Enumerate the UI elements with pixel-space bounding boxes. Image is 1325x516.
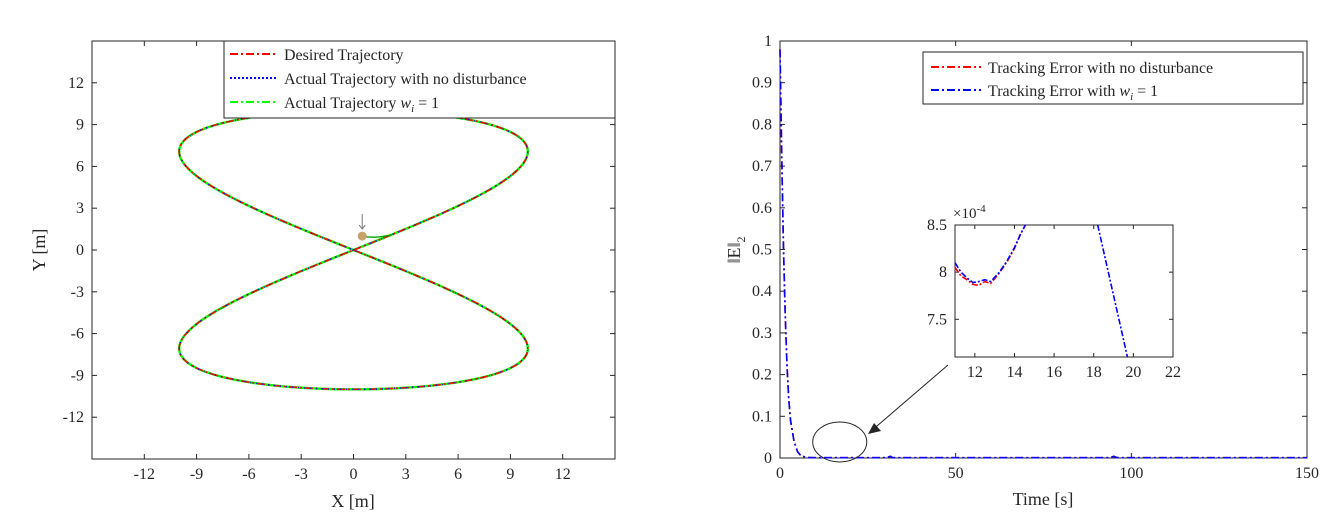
x-axis-label: X [m] (331, 491, 375, 511)
legend-math: w (400, 95, 411, 112)
trajectory-curves (177, 109, 530, 391)
legend-box (223, 40, 616, 119)
x-tick-label: 6 (454, 466, 462, 483)
zoom-ellipse (812, 421, 868, 463)
error-curves (779, 49, 1307, 459)
x-tick-label: -9 (190, 466, 203, 483)
x-tick-label: 9 (506, 466, 514, 483)
y-tick-label: 0.4 (752, 283, 772, 300)
start-marker-group (357, 214, 393, 241)
inset-y-tick-label: 7.5 (927, 311, 947, 328)
y-tick-label: 0 (764, 450, 772, 467)
legend-math-sub: i (411, 103, 414, 115)
legend-math-tail: = 1 (414, 95, 439, 112)
y-tick-label: -6 (71, 326, 84, 343)
y-tick-label: 0.2 (752, 367, 772, 384)
legend-text: Actual Trajectory (284, 95, 400, 112)
y-tick-label: 9 (76, 117, 84, 134)
start-arrow-head (358, 224, 366, 230)
zoom-arrow-line (869, 364, 949, 433)
inset-y-tick-label: 8 (939, 264, 947, 281)
legend-math-tail: = 1 (1133, 83, 1158, 100)
y-axis-label-sub: 2 (734, 236, 748, 242)
x-tick-label: 12 (555, 466, 571, 483)
inset-x-tick-label: 20 (1125, 364, 1141, 381)
y-tick-label: 0.3 (752, 325, 772, 342)
legend-label-disturbance: Tracking Error with wi = 1 (988, 83, 1158, 103)
y-tick-label: 0.6 (752, 200, 772, 217)
x-tick-label: 3 (402, 466, 410, 483)
trajectory-plot: -12 -9 -6 -3 0 3 6 9 12 -12 -9 -6 -3 0 3 6 9 12 X [m] Y [… (29, 40, 616, 511)
legend-box (922, 51, 1304, 105)
inset-series-disturbance (954, 224, 1027, 284)
y-tick-label: -12 (63, 409, 84, 426)
tracking-error-plot: 0 50 100 150 0 0.1 0.2 0.3 0.4 0.5 0.6 0.7 0.8 0.9 1 T… (724, 33, 1319, 509)
zoom-annotation (812, 364, 949, 463)
inset-x-tick-label: 12 (967, 364, 983, 381)
inset-x-tick-label: 14 (1006, 364, 1022, 381)
y-tick-label: 3 (76, 200, 84, 217)
x-tick-label: 100 (1119, 465, 1143, 482)
inset-series-disturbance-descent (1096, 224, 1129, 358)
y-tick-label: -3 (71, 284, 84, 301)
y-axis-label-main: ‖E‖ (724, 242, 744, 263)
legend-math-sub: i (1130, 91, 1133, 103)
inset-x-tick-label: 16 (1046, 364, 1062, 381)
y-tick-label: 0.5 (752, 242, 772, 259)
inset-exponent: ×10-4 (953, 203, 986, 222)
x-axis-label: Time [s] (1013, 489, 1074, 509)
inset-x-tick-label: 22 (1165, 364, 1181, 381)
legend-label-desired: Desired Trajectory (284, 47, 404, 64)
axis-ticks: 0 50 100 150 0 0.1 0.2 0.3 0.4 0.5 0.6 0.7 0.8 0.9 1 (752, 33, 1319, 482)
y-tick-label: 12 (68, 75, 84, 92)
y-tick-label: 0.9 (752, 75, 772, 92)
x-tick-label: -3 (295, 466, 308, 483)
inset-exponent-power: -4 (976, 203, 986, 215)
x-tick-label: -6 (242, 466, 255, 483)
y-tick-label: 6 (76, 158, 84, 175)
x-tick-label: 0 (350, 466, 358, 483)
y-tick-label: 0.7 (752, 158, 772, 175)
legend-label-no-disturbance: Actual Trajectory with no disturbance (284, 71, 527, 88)
inset-frame (954, 224, 1174, 358)
y-axis-label: Y [m] (29, 229, 49, 272)
y-tick-label: 0.1 (752, 408, 772, 425)
inset-y-tick-label: 8.5 (927, 217, 947, 234)
x-tick-label: 50 (948, 465, 964, 482)
inset-curves (954, 224, 1129, 358)
start-marker (357, 231, 367, 241)
y-axis-label: ‖E‖2 (724, 236, 748, 263)
legend: Tracking Error with no disturbance Track… (922, 51, 1304, 105)
x-tick-label: 150 (1295, 465, 1319, 482)
inset-x-tick-label: 18 (1086, 364, 1102, 381)
series-line-disturbance (779, 49, 1307, 459)
y-tick-label: -9 (71, 367, 84, 384)
x-tick-label: 0 (776, 465, 784, 482)
series-line-no-disturbance (178, 109, 529, 391)
legend-label-no-disturbance: Tracking Error with no disturbance (988, 60, 1213, 77)
inset-exponent-base: ×10 (953, 206, 976, 222)
x-tick-label: -12 (134, 466, 155, 483)
legend-math: w (1119, 83, 1130, 100)
y-tick-label: 1 (764, 33, 772, 50)
legend-label-disturbance: Actual Trajectory wi = 1 (284, 95, 439, 115)
inset-axis-ticks: 12 14 16 18 20 22 7.5 8 8.5 (927, 217, 1181, 381)
legend: Desired Trajectory Actual Trajectory wit… (223, 40, 616, 119)
y-tick-label: 0.8 (752, 116, 772, 133)
legend-text: Tracking Error with (988, 83, 1119, 100)
inset-zoom: 12 14 16 18 20 22 7.5 8 8.5 ×10-4 (927, 203, 1181, 381)
y-tick-label: 0 (76, 242, 84, 259)
zoom-arrow-head (868, 423, 881, 434)
